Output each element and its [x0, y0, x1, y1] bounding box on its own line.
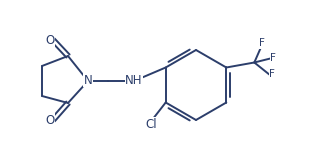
Text: O: O	[46, 34, 55, 46]
Text: F: F	[259, 38, 265, 49]
Text: Cl: Cl	[145, 118, 156, 131]
Text: F: F	[269, 69, 275, 80]
Text: N: N	[84, 74, 92, 87]
Text: F: F	[270, 53, 276, 64]
Text: O: O	[46, 113, 55, 126]
Text: NH: NH	[125, 74, 143, 87]
